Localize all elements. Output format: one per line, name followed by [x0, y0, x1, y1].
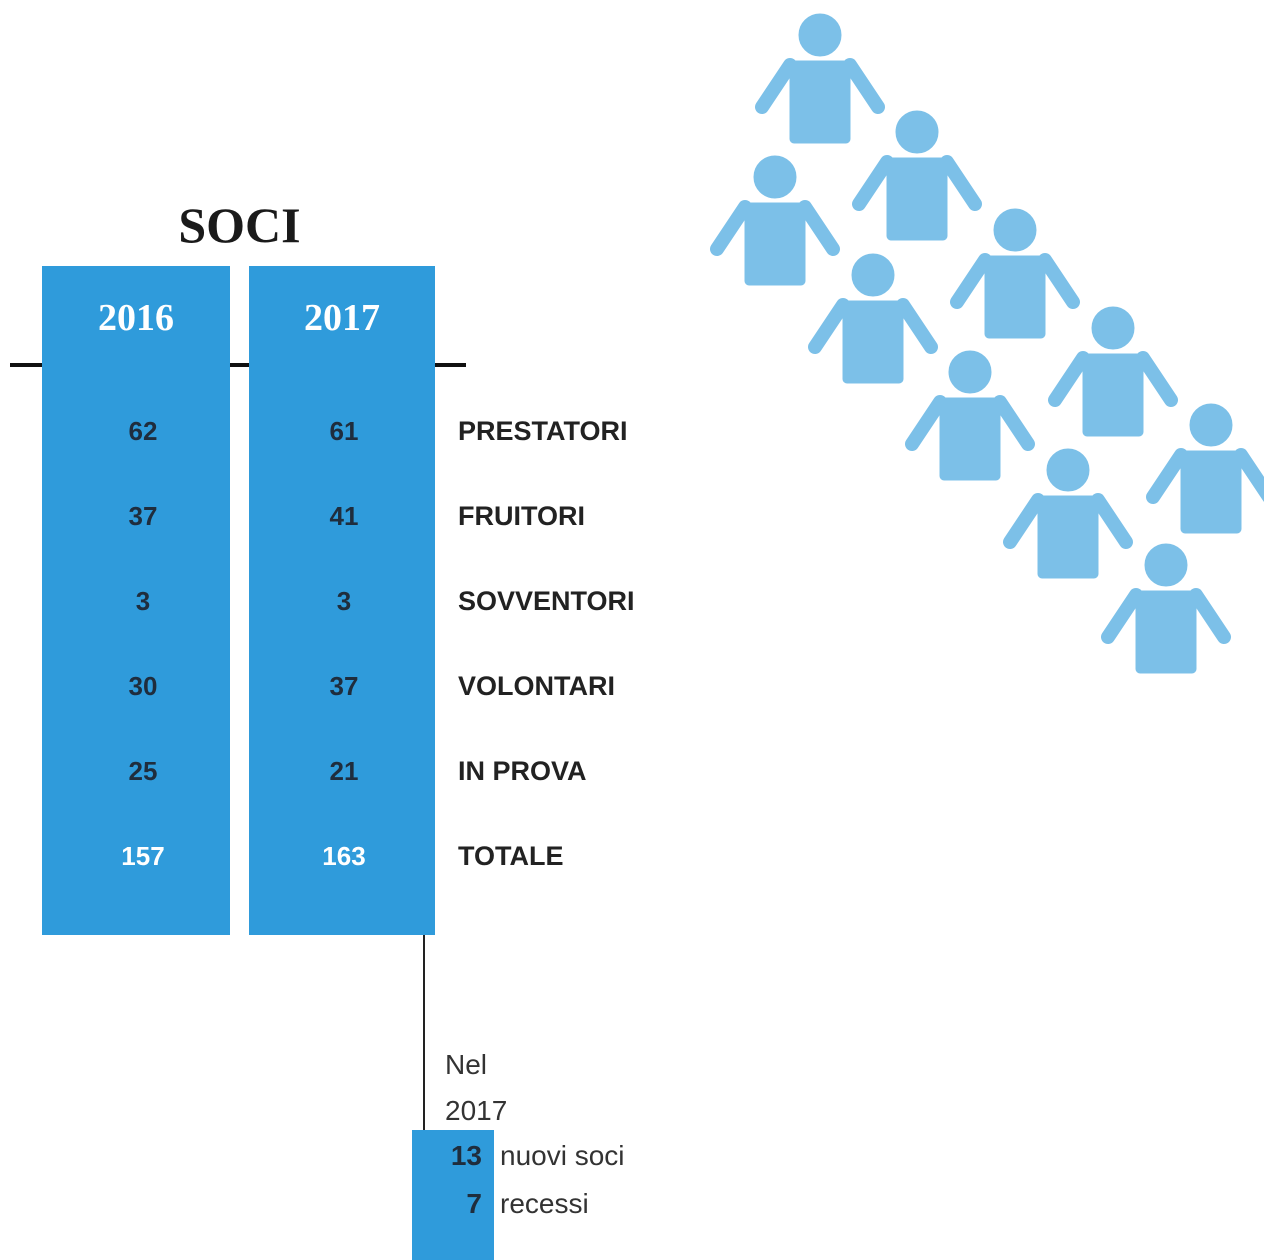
cell-value: 37 [128, 501, 158, 531]
cell-value: 62 [128, 416, 158, 446]
note-value: 13 [450, 1140, 482, 1171]
row-label: IN PROVA [458, 756, 587, 786]
cell-value: 37 [329, 671, 359, 701]
note-intro: Nel 2017 [445, 1049, 508, 1126]
cell-value: 61 [329, 416, 359, 446]
cell-value: 3 [336, 586, 352, 616]
note-label: recessi [500, 1188, 589, 1219]
cell-value: 30 [128, 671, 158, 701]
divider [10, 363, 466, 367]
row-label: FRUITORI [458, 501, 585, 531]
cell-value: 25 [128, 756, 158, 786]
row-label: SOVVENTORI [458, 586, 635, 616]
cell-value: 163 [322, 841, 366, 871]
column-header: 2016 [98, 297, 174, 339]
cell-value: 41 [329, 501, 359, 531]
row-label: VOLONTARI [458, 671, 615, 701]
note-label: nuovi soci [500, 1140, 625, 1171]
title: SOCI [178, 197, 301, 253]
cell-value: 3 [135, 586, 151, 616]
row-label: TOTALE [458, 841, 564, 871]
cell-value: 157 [121, 841, 165, 871]
column-bg [249, 266, 435, 935]
note-value: 7 [466, 1188, 482, 1219]
row-label: PRESTATORI [458, 416, 628, 446]
cell-value: 21 [329, 756, 359, 786]
column-bg [42, 266, 230, 935]
column-header: 2017 [304, 297, 380, 339]
